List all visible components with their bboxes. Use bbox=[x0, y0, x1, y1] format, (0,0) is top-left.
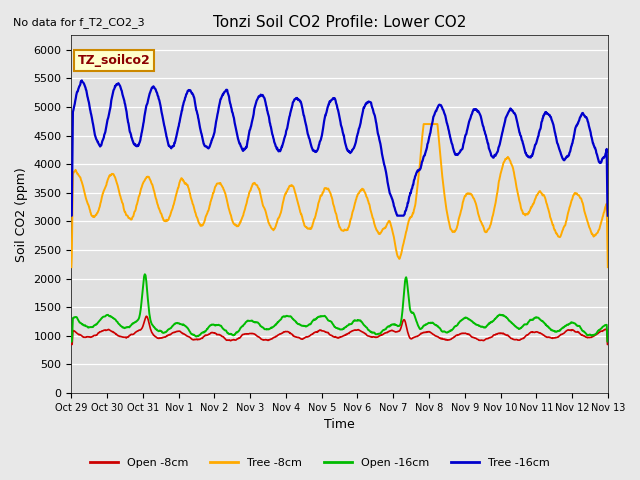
Legend: Open -8cm, Tree -8cm, Open -16cm, Tree -16cm: Open -8cm, Tree -8cm, Open -16cm, Tree -… bbox=[86, 453, 554, 472]
X-axis label: Time: Time bbox=[324, 419, 355, 432]
Text: TZ_soilco2: TZ_soilco2 bbox=[78, 54, 150, 67]
Title: Tonzi Soil CO2 Profile: Lower CO2: Tonzi Soil CO2 Profile: Lower CO2 bbox=[213, 15, 467, 30]
Y-axis label: Soil CO2 (ppm): Soil CO2 (ppm) bbox=[15, 167, 28, 262]
Text: No data for f_T2_CO2_3: No data for f_T2_CO2_3 bbox=[13, 17, 145, 28]
